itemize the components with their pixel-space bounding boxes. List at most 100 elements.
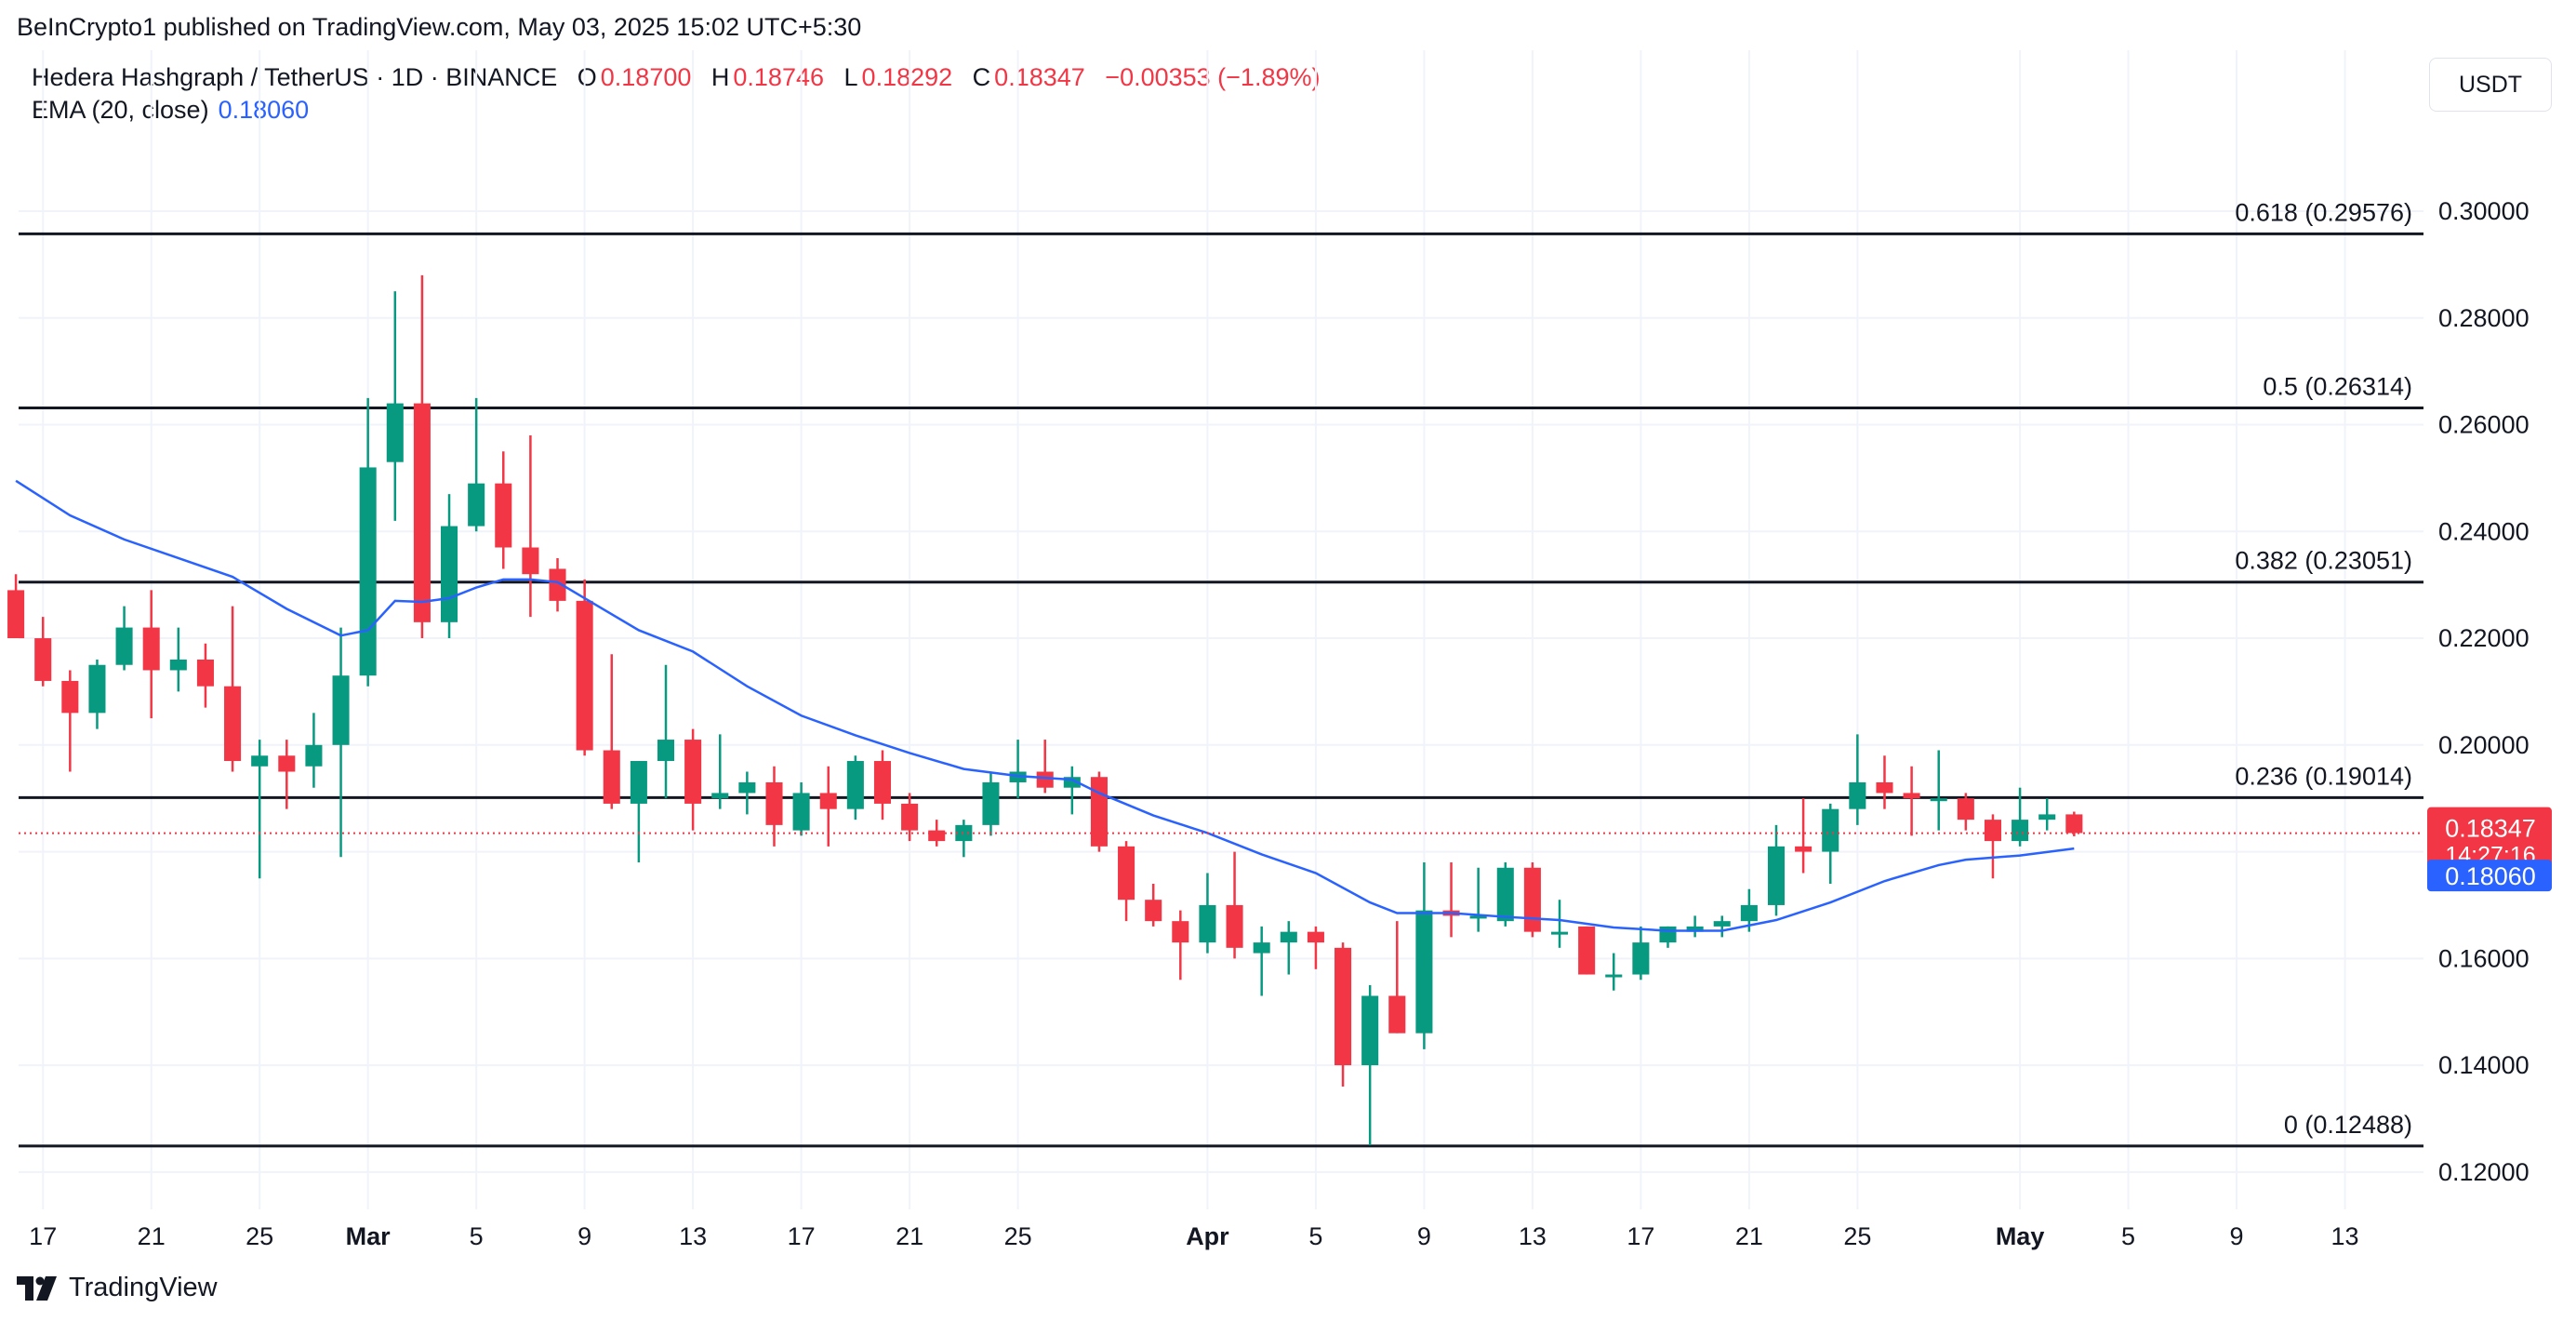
y-tick-label: 0.24000 [2438,517,2530,545]
ema-price-badge [2427,860,2552,892]
candle-body [901,803,919,831]
x-tick-label: 9 [1417,1222,1431,1250]
x-tick-label: May [1996,1222,2045,1250]
candle-body [1550,931,1569,935]
candle-body [1686,926,1704,932]
candle-body [738,781,756,794]
candle-body [115,627,133,665]
y-tick-label: 0.26000 [2438,411,2530,439]
candle-body [495,483,512,548]
candle-body [1361,995,1379,1066]
fib-level-label: 0.236 (0.19014) [2235,762,2412,790]
tradingview-logo-icon [17,1275,57,1301]
candle-body [1063,777,1081,788]
candle-body [684,740,702,804]
candle-body [711,793,729,799]
candle-body [1903,793,1920,799]
fib-level-label: 0.5 (0.26314) [2263,373,2412,401]
symbol-name[interactable]: Hedera Hashgraph / TetherUS · 1D · BINAN… [32,63,558,91]
change-value: −0.00353 (−1.89%) [1105,63,1321,91]
candle-body [1388,995,1406,1034]
ema-price-label: 0.18060 [2445,862,2536,890]
x-tick-label: 13 [1519,1222,1547,1250]
last-price-label: 0.18347 [2445,815,2536,843]
candle-body [332,675,350,745]
x-tick-label: 13 [679,1222,707,1250]
candle-body [386,403,404,462]
candle-body [576,600,593,751]
open-label: O [577,63,597,91]
x-tick-label: 25 [246,1222,273,1250]
candle-body [1713,921,1731,927]
candle-body [2012,820,2029,842]
candle-body [1307,931,1324,943]
x-tick-label: 17 [788,1222,816,1250]
candle-body [468,483,485,527]
ema-line [15,479,2075,932]
candle-body [846,761,864,809]
candle-body [1199,904,1216,943]
x-tick-label: 21 [896,1222,923,1250]
candle-body [2038,814,2056,821]
candle-body [1849,781,1866,809]
tradingview-logo[interactable]: TradingView [17,1273,218,1303]
x-tick-label: 17 [29,1222,57,1250]
brand-name: TradingView [69,1273,218,1302]
x-tick-label: 5 [2121,1222,2135,1250]
candle-body [1253,942,1270,954]
candle-body [1605,974,1623,978]
x-tick-label: 13 [2331,1222,2359,1250]
candle-body [1226,904,1243,948]
candle-body [34,638,52,681]
candle-body [603,750,620,804]
candle-body [630,761,647,804]
candle-body [278,755,296,772]
close-label: C [972,63,991,91]
candle-body [1415,910,1433,1034]
candle-body [1740,904,1758,922]
candle-body [1172,921,1189,943]
symbol-legend: Hedera Hashgraph / TetherUS · 1D · BINAN… [32,63,1323,92]
y-tick-label: 0.28000 [2438,304,2530,332]
candle-body [88,664,106,714]
candle-body [657,740,675,762]
candle-body [196,660,214,687]
last-price-badge [2427,807,2552,871]
candle-body [61,680,79,714]
candle-body [305,744,323,767]
candle-body [1334,947,1352,1066]
candle-body [1145,900,1162,922]
candle-body [1090,777,1108,847]
ema-label[interactable]: EMA (20, close) [32,96,209,124]
candle-body [1767,846,1786,905]
candle-body [1632,942,1650,975]
candle-body [1118,846,1135,901]
ema-legend: EMA (20, close) 0.18060 [32,96,309,125]
candle-body [2065,814,2083,834]
currency-button[interactable]: USDT [2429,58,2552,112]
candle-body [792,793,810,831]
candle-body [819,793,837,809]
candle-body [1578,926,1596,975]
x-tick-label: Mar [346,1222,392,1250]
ema-value: 0.18060 [218,96,310,124]
x-tick-label: 9 [578,1222,591,1250]
candle-body [1930,798,1947,802]
open-value: 0.18700 [600,63,692,91]
x-tick-label: Apr [1186,1222,1229,1250]
y-tick-label: 0.14000 [2438,1051,2530,1079]
x-tick-label: 25 [1004,1222,1032,1250]
candle-body [1957,798,1974,821]
fib-level-label: 0.382 (0.23051) [2235,547,2412,575]
candle-body [1469,915,1487,919]
candle-body [522,547,539,575]
candle-body [441,526,458,622]
candle-body [7,590,25,639]
publish-line: BeInCrypto1 published on TradingView.com… [17,13,862,41]
candle-body [1795,846,1812,852]
candle-body [955,824,973,842]
x-tick-label: 9 [2230,1222,2244,1250]
x-tick-label: 5 [1308,1222,1322,1250]
x-tick-label: 25 [1843,1222,1871,1250]
